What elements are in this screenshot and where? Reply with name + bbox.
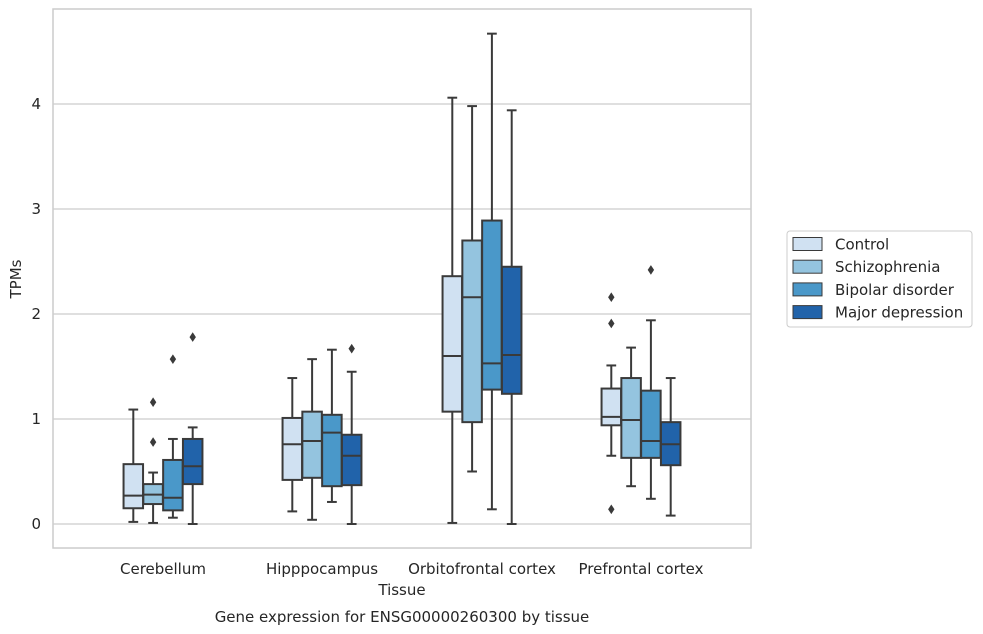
flier-point bbox=[169, 354, 177, 364]
flier-point bbox=[189, 332, 196, 342]
box-body bbox=[181, 437, 204, 486]
box bbox=[340, 343, 363, 525]
chart-title: Gene expression for ENSG00000260300 by t… bbox=[215, 608, 590, 626]
legend-swatch bbox=[792, 282, 823, 297]
box bbox=[321, 348, 343, 503]
flier-point bbox=[149, 437, 157, 447]
box bbox=[500, 109, 523, 525]
box bbox=[142, 397, 164, 524]
plot-frame bbox=[52, 8, 752, 549]
legend-label: Major depression bbox=[835, 304, 963, 322]
legend-label: Bipolar disorder bbox=[835, 281, 955, 299]
flier-point bbox=[608, 292, 615, 302]
legend-label: Control bbox=[835, 236, 889, 254]
box-body bbox=[461, 239, 483, 424]
box-body bbox=[441, 275, 464, 413]
flier-point bbox=[608, 318, 615, 329]
box bbox=[162, 354, 184, 519]
x-tick-labels: Cerebellum Hipppocampus Orbitofrontal cort… bbox=[120, 560, 704, 578]
legend-frame bbox=[786, 230, 973, 328]
y-tick-label: 0 bbox=[31, 515, 41, 533]
y-axis-title: TPMs bbox=[7, 259, 25, 299]
box bbox=[659, 377, 682, 517]
y-tick-labels: 0 1 2 3 4 bbox=[31, 95, 41, 533]
box-body bbox=[301, 410, 323, 479]
x-tick-label: Prefrontal cortex bbox=[579, 560, 704, 578]
box bbox=[461, 105, 483, 473]
y-tick-label: 3 bbox=[31, 200, 41, 218]
y-tick-label: 1 bbox=[31, 410, 41, 428]
box-body bbox=[500, 265, 523, 395]
box-body bbox=[321, 413, 343, 488]
y-tick-label: 2 bbox=[31, 305, 41, 323]
box bbox=[481, 32, 503, 511]
plot-background bbox=[53, 9, 751, 548]
box bbox=[281, 377, 304, 513]
box-body bbox=[600, 387, 623, 427]
box bbox=[441, 96, 464, 524]
flier-point bbox=[608, 504, 615, 515]
legend-swatch bbox=[792, 259, 823, 274]
legend-swatch bbox=[792, 305, 823, 320]
flier-point bbox=[348, 343, 355, 354]
x-tick-label: Cerebellum bbox=[120, 560, 206, 578]
x-axis-title: Tissue bbox=[377, 581, 425, 599]
x-tick-label: Hipppocampus bbox=[266, 560, 378, 578]
flier-point bbox=[647, 265, 655, 275]
box bbox=[181, 332, 204, 525]
legend: Control Schizophrenia Bipolar disorder Majo… bbox=[786, 230, 973, 328]
box bbox=[600, 292, 623, 515]
box-body bbox=[162, 458, 184, 512]
box-body bbox=[281, 416, 304, 481]
series-major-depression bbox=[181, 109, 682, 525]
box-body bbox=[122, 463, 145, 510]
box-series-layer bbox=[122, 32, 682, 525]
y-tick-label: 4 bbox=[31, 95, 41, 113]
legend-label: Schizophrenia bbox=[835, 258, 940, 276]
flier-point bbox=[149, 397, 157, 407]
box-body bbox=[340, 433, 363, 487]
box-body bbox=[640, 389, 662, 459]
legend-swatch bbox=[792, 237, 823, 251]
box-body bbox=[620, 377, 642, 459]
x-tick-label: Orbitofrontal cortex bbox=[408, 560, 556, 578]
